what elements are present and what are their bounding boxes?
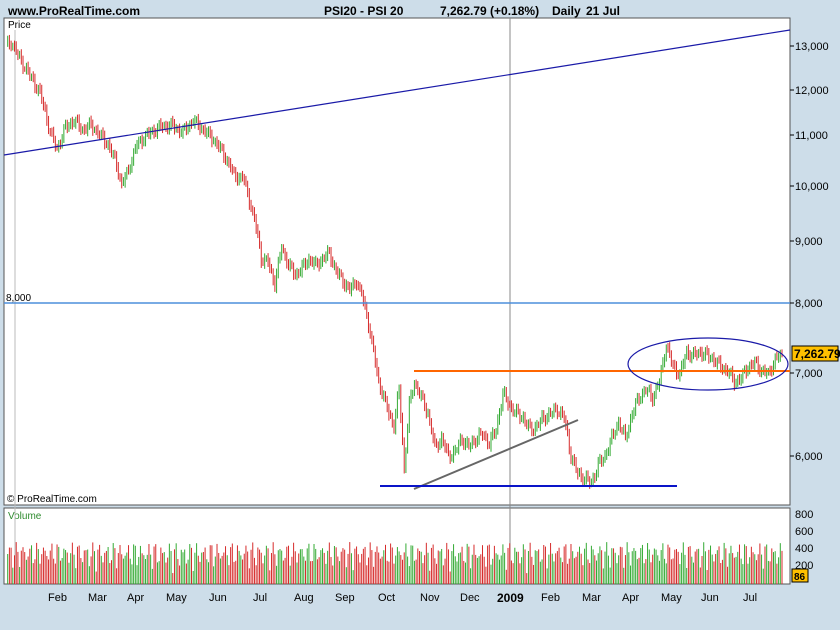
price-axis: 13,000 12,000 11,000 10,000 9,000 8,000 … [790,41,829,463]
year-label: 2009 [497,591,524,605]
rising-trendline [413,419,579,490]
date-text: 21 Jul [586,4,620,18]
level-label: 8,000 [6,293,31,304]
price-tick-label: 6,000 [795,451,823,463]
copyright-text: © ProRealTime.com [7,494,97,505]
month-label: Jul [743,592,757,604]
volume-tick-label: 800 [795,509,813,521]
volume-axis: 800 600 400 200 [795,509,813,572]
time-axis: Feb Mar Apr May Jun Jul Aug Sep Oct Nov … [48,591,757,605]
last-volume-badge [791,568,809,583]
last-price-badge-text: 7,262.79 [794,347,840,361]
price-tick-label: 9,000 [795,236,823,248]
month-label: Feb [48,592,67,604]
last-volume-badge-text: 86 [794,572,806,583]
month-label: Dec [460,592,480,604]
price-tick-label: 13,000 [795,41,829,53]
month-label: Mar [582,592,601,604]
consolidation-ellipse [627,337,789,391]
volume-panel-label: Volume [8,511,42,522]
month-label: Feb [541,592,560,604]
month-label: May [166,592,187,604]
volume-bars-layer [7,542,783,584]
month-label: Jul [253,592,267,604]
month-label: Apr [622,592,639,604]
instrument-title: PSI20 - PSI 20 [324,4,404,18]
month-label: Oct [378,592,395,604]
candles-layer [7,34,783,489]
period-text: Daily [552,4,581,18]
price-tick-label: 8,000 [795,298,823,310]
month-label: Aug [294,592,314,604]
month-label: Mar [88,592,107,604]
volume-tick-label: 400 [795,543,813,555]
price-tick-label: 10,000 [795,181,829,193]
month-label: Apr [127,592,144,604]
month-label: Jun [701,592,719,604]
site-title: www.ProRealTime.com [7,4,140,18]
month-label: Sep [335,592,355,604]
last-price-text: 7,262.79 (+0.18%) [440,4,539,18]
price-tick-label: 11,000 [795,130,828,142]
price-panel [3,17,791,506]
price-panel-label: Price [8,20,31,31]
last-price-badge [791,345,839,362]
month-label: Jun [209,592,227,604]
price-tick-label: 7,000 [795,368,823,380]
long-trendline [3,29,791,156]
price-tick-label: 12,000 [795,85,829,97]
volume-tick-label: 600 [795,526,813,538]
month-label: May [661,592,682,604]
month-label: Nov [420,592,440,604]
